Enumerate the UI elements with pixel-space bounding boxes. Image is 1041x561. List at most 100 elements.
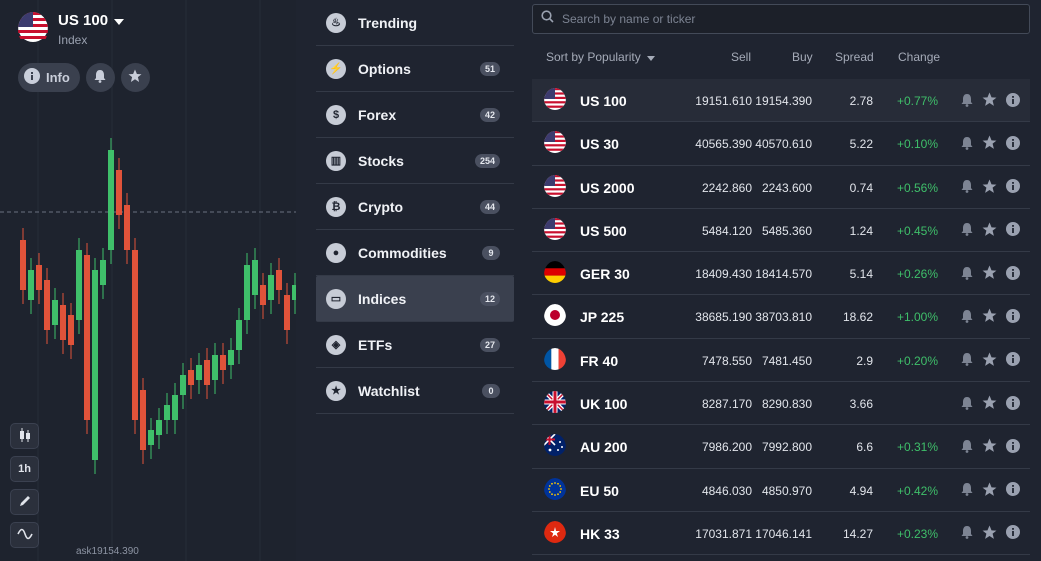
candle-body (124, 205, 130, 250)
table-row[interactable]: FR 40 7478.550 7481.450 2.9 +0.20% (532, 339, 1030, 383)
change-header[interactable]: Change (898, 50, 941, 64)
buy-price[interactable]: 38703.810 (755, 310, 812, 325)
star-icon[interactable] (982, 352, 997, 367)
star-icon[interactable] (982, 222, 997, 237)
sell-price[interactable]: 18409.430 (695, 267, 752, 282)
table-row[interactable]: HK 33 17031.871 17046.141 14.27 +0.23% (532, 512, 1030, 556)
bell-icon[interactable] (959, 395, 974, 410)
star-icon[interactable] (982, 395, 997, 410)
menu-item-commodities[interactable]: ● Commodities 9 (316, 230, 514, 276)
info-icon[interactable] (1005, 135, 1020, 150)
info-icon[interactable] (1005, 395, 1020, 410)
info-icon[interactable] (1005, 222, 1020, 237)
bell-icon[interactable] (959, 525, 974, 540)
sell-header[interactable]: Sell (731, 50, 752, 64)
table-row[interactable]: US 500 5484.120 5485.360 1.24 +0.45% (532, 209, 1030, 253)
search-box[interactable] (532, 4, 1030, 34)
star-icon[interactable] (982, 438, 997, 453)
france-flag-icon (544, 347, 566, 375)
table-row[interactable]: GER 30 18409.430 18414.570 5.14 +0.26% (532, 252, 1030, 296)
asset-header[interactable]: US 100 Index (18, 12, 125, 47)
sell-price[interactable]: 19151.610 (695, 94, 752, 108)
info-icon[interactable] (1005, 525, 1020, 540)
buy-price[interactable]: 8290.830 (761, 397, 812, 412)
menu-item-indices[interactable]: ▭ Indices 12 (316, 276, 514, 322)
menu-item-watchlist[interactable]: ★ Watchlist 0 (316, 368, 514, 414)
bell-icon[interactable] (959, 179, 974, 194)
favorite-button[interactable] (120, 63, 150, 92)
buy-price[interactable]: 19154.390 (755, 94, 812, 108)
eu-flag-icon (544, 477, 566, 505)
menu-item-forex[interactable]: $ Forex 42 (316, 92, 514, 138)
sell-price[interactable]: 17031.871 (695, 526, 752, 541)
info-button[interactable]: Info (18, 63, 80, 92)
star-icon[interactable] (982, 308, 997, 323)
sell-price[interactable]: 38685.190 (695, 310, 752, 325)
indicators-button[interactable] (10, 522, 39, 548)
menu-item-options[interactable]: ⚡ Options 51 (316, 46, 514, 92)
star-icon[interactable] (982, 92, 997, 107)
drawing-tool-button[interactable] (10, 489, 39, 515)
table-row[interactable]: US 30 40565.390 40570.610 5.22 +0.10% (532, 122, 1030, 166)
chevron-down-icon[interactable] (114, 12, 125, 29)
chart-panel[interactable]: US 100 Index Info 1h ask19154.390 (0, 0, 296, 561)
table-row[interactable]: AU 200 7986.200 7992.800 6.6 +0.31% (532, 425, 1030, 469)
star-icon[interactable] (982, 525, 997, 540)
menu-item-trending[interactable]: ♨ Trending (316, 0, 514, 46)
buy-price[interactable]: 40570.610 (755, 137, 812, 152)
chart-type-button[interactable] (10, 423, 39, 449)
buy-price[interactable]: 18414.570 (755, 267, 812, 282)
sort-dropdown[interactable]: Sort by Popularity (546, 50, 655, 64)
info-icon[interactable] (1005, 352, 1020, 367)
bell-icon[interactable] (959, 482, 974, 497)
sell-price[interactable]: 4846.030 (701, 483, 752, 498)
table-row[interactable]: EU 50 4846.030 4850.970 4.94 +0.42% (532, 469, 1030, 512)
info-icon[interactable] (1005, 438, 1020, 453)
star-icon[interactable] (982, 179, 997, 194)
candle-body (172, 395, 178, 420)
table-row[interactable]: JP 225 38685.190 38703.810 18.62 +1.00% (532, 295, 1030, 339)
buy-price[interactable]: 7481.450 (761, 353, 812, 368)
buy-price[interactable]: 7992.800 (761, 440, 812, 455)
bell-icon[interactable] (959, 92, 974, 107)
buy-price[interactable]: 2243.600 (761, 180, 812, 195)
menu-item-stocks[interactable]: ▥ Stocks 254 (316, 138, 514, 184)
buy-price[interactable]: 4850.970 (761, 483, 812, 498)
buy-price[interactable]: 5485.360 (761, 223, 812, 238)
menu-item-count: 254 (474, 153, 500, 168)
bell-icon[interactable] (959, 438, 974, 453)
bell-icon[interactable] (959, 222, 974, 237)
table-row[interactable]: UK 100 8287.170 8290.830 3.66 (532, 382, 1030, 426)
info-icon[interactable] (1005, 265, 1020, 280)
sell-price[interactable]: 5484.120 (701, 223, 752, 238)
alert-button[interactable] (85, 63, 115, 92)
sell-price[interactable]: 40565.390 (695, 137, 752, 152)
bell-icon[interactable] (959, 135, 974, 150)
spread-header[interactable]: Spread (835, 50, 874, 64)
bell-icon[interactable] (959, 308, 974, 323)
menu-item-etfs[interactable]: ◈ ETFs 27 (316, 322, 514, 368)
table-row[interactable]: US 2000 2242.860 2243.600 0.74 +0.56% (532, 166, 1030, 209)
sell-price[interactable]: 8287.170 (701, 397, 752, 412)
info-icon[interactable] (1005, 482, 1020, 497)
buy-header[interactable]: Buy (792, 50, 813, 64)
info-icon[interactable] (1005, 92, 1020, 107)
search-input[interactable] (560, 11, 1000, 27)
bell-icon[interactable] (959, 352, 974, 367)
candlestick-chart[interactable] (0, 0, 296, 561)
info-icon[interactable] (1005, 179, 1020, 194)
menu-item-crypto[interactable]: ₿ Crypto 44 (316, 184, 514, 230)
bell-icon[interactable] (959, 265, 974, 280)
sell-price[interactable]: 7986.200 (701, 440, 752, 455)
star-icon[interactable] (982, 135, 997, 150)
star-icon[interactable] (982, 265, 997, 280)
table-row[interactable]: US 100 19151.610 19154.390 2.78 +0.77% (532, 79, 1030, 123)
timeframe-button[interactable]: 1h (10, 456, 39, 482)
instrument-name: FR 40 (580, 352, 619, 369)
sell-price[interactable]: 2242.860 (701, 180, 752, 195)
star-icon[interactable] (982, 482, 997, 497)
info-icon[interactable] (1005, 308, 1020, 323)
us-flag-icon (544, 217, 566, 245)
buy-price[interactable]: 17046.141 (755, 526, 812, 541)
sell-price[interactable]: 7478.550 (701, 353, 752, 368)
